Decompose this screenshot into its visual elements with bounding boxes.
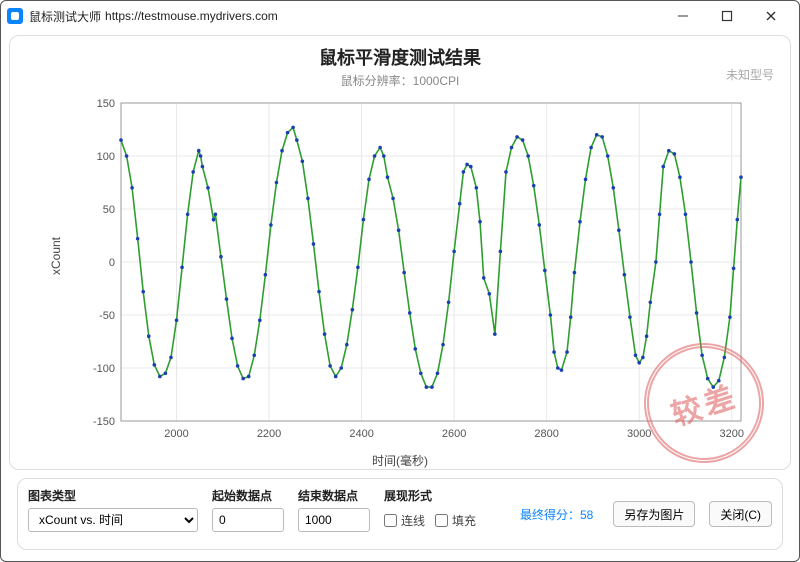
svg-text:2000: 2000 [164, 428, 188, 440]
start-point-group: 起始数据点 [212, 487, 284, 532]
maximize-button[interactable] [705, 1, 749, 31]
svg-text:-150: -150 [93, 416, 115, 428]
toolbar: 图表类型 xCount vs. 时间 起始数据点 结束数据点 展现形式 连线 [17, 478, 783, 550]
app-icon [7, 8, 23, 24]
line-checkbox[interactable] [384, 514, 397, 527]
svg-text:3200: 3200 [720, 428, 744, 440]
svg-text:2600: 2600 [442, 428, 466, 440]
x-axis-label: 时间(毫秒) [53, 452, 747, 469]
svg-text:3000: 3000 [627, 428, 651, 440]
device-model: 未知型号 [726, 66, 774, 83]
line-checkbox-label[interactable]: 连线 [384, 512, 425, 529]
fill-checkbox[interactable] [435, 514, 448, 527]
display-group: 展现形式 连线 填充 [384, 487, 476, 532]
svg-text:-50: -50 [99, 310, 115, 322]
chart-card: 鼠标平滑度测试结果 鼠标分辨率：1000CPI 未知型号 xCount -150… [9, 35, 791, 470]
start-point-input[interactable] [212, 508, 284, 532]
chart-type-group: 图表类型 xCount vs. 时间 [28, 487, 198, 532]
display-label: 展现形式 [384, 487, 476, 504]
svg-text:-100: -100 [93, 363, 115, 375]
final-score: 最终得分：58 [520, 506, 593, 523]
svg-text:50: 50 [103, 204, 115, 216]
chart-type-label: 图表类型 [28, 487, 198, 504]
svg-text:100: 100 [97, 151, 115, 163]
minimize-button[interactable] [661, 1, 705, 31]
start-point-label: 起始数据点 [212, 487, 284, 504]
end-point-input[interactable] [298, 508, 370, 532]
svg-text:2400: 2400 [349, 428, 373, 440]
end-point-label: 结束数据点 [298, 487, 370, 504]
svg-text:150: 150 [97, 98, 115, 110]
close-button[interactable]: 关闭(C) [709, 501, 772, 527]
titlebar: 鼠标测试大师 https://testmouse.mydrivers.com [1, 1, 799, 31]
fill-checkbox-label[interactable]: 填充 [435, 512, 476, 529]
svg-text:2800: 2800 [534, 428, 558, 440]
chart-title: 鼠标平滑度测试结果 [22, 44, 778, 70]
chart-plot: -150 -100 -50 0 50 100 150 2000 2200 2400 2600 2800… [87, 97, 747, 447]
svg-text:2200: 2200 [257, 428, 281, 440]
svg-text:0: 0 [109, 257, 115, 269]
chart-type-select[interactable]: xCount vs. 时间 [28, 508, 198, 532]
app-url: https://testmouse.mydrivers.com [105, 9, 278, 23]
close-window-button[interactable] [749, 1, 793, 31]
end-point-group: 结束数据点 [298, 487, 370, 532]
save-image-button[interactable]: 另存为图片 [613, 501, 695, 527]
y-axis-label: xCount [49, 237, 63, 275]
app-name: 鼠标测试大师 [29, 8, 101, 25]
chart-subtitle: 鼠标分辨率：1000CPI [22, 72, 778, 89]
app-window: 鼠标测试大师 https://testmouse.mydrivers.com 鼠… [0, 0, 800, 562]
